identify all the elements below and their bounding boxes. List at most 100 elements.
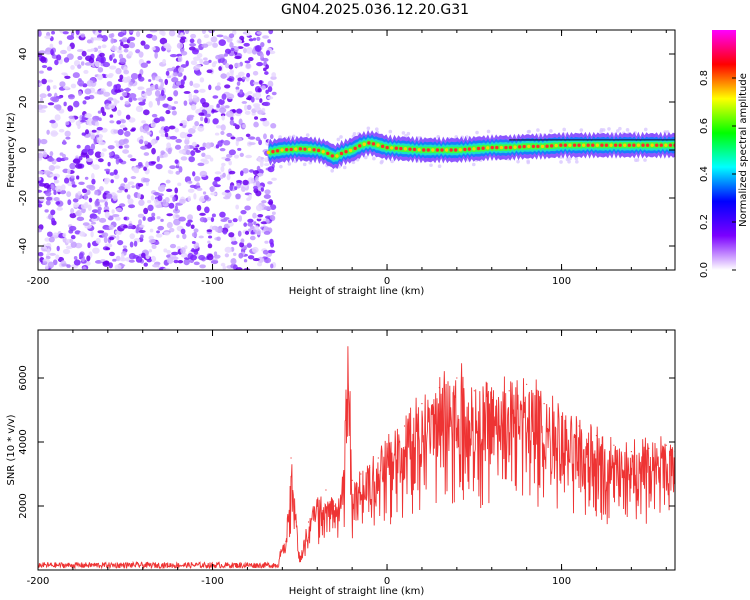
snr-data-point bbox=[107, 564, 109, 566]
bottom-xtick-label: 0 bbox=[384, 576, 390, 587]
signal-core-point bbox=[650, 143, 654, 147]
bottom-ytick-label: 2000 bbox=[18, 493, 29, 518]
chart-title: GN04.2025.036.12.20.G31 bbox=[280, 2, 470, 18]
snr-data-point bbox=[543, 403, 545, 405]
snr-series-line bbox=[38, 346, 675, 570]
signal-core-point bbox=[586, 143, 590, 147]
snr-data-point bbox=[438, 387, 440, 389]
signal-core-point bbox=[568, 143, 572, 147]
top-xtick-label: 100 bbox=[552, 276, 571, 287]
snr-data-point bbox=[316, 499, 318, 501]
signal-core-point bbox=[275, 149, 280, 153]
signal-core-point bbox=[289, 147, 293, 152]
snr-data-point bbox=[526, 383, 528, 385]
snr-data-point bbox=[342, 479, 345, 481]
snr-data-point bbox=[290, 457, 292, 459]
signal-core-point bbox=[609, 143, 613, 147]
signal-core-point bbox=[545, 144, 549, 148]
spectrogram-cells bbox=[38, 30, 675, 270]
signal-core-point bbox=[476, 146, 481, 151]
signal-core-point bbox=[504, 145, 508, 150]
signal-core-point bbox=[604, 143, 609, 147]
bottom-plot-frame bbox=[37, 329, 676, 571]
signal-core-point bbox=[321, 149, 325, 154]
snr-data-point bbox=[142, 564, 144, 566]
signal-core-point bbox=[403, 147, 408, 151]
colorbar-tick-label: 0.4 bbox=[699, 166, 710, 182]
signal-core-point bbox=[577, 143, 581, 147]
snr-data-point bbox=[285, 540, 287, 542]
signal-core-point bbox=[472, 147, 476, 151]
top-ylabel: Frequency (Hz) bbox=[6, 112, 17, 188]
bottom-xtick-label: -200 bbox=[27, 576, 50, 587]
signal-core-point bbox=[348, 148, 353, 153]
signal-core-point bbox=[362, 142, 367, 146]
signal-core-point bbox=[536, 144, 540, 149]
signal-core-point bbox=[371, 142, 376, 146]
signal-core-point bbox=[563, 143, 568, 147]
signal-core-point bbox=[380, 144, 385, 149]
signal-core-point bbox=[453, 148, 458, 152]
signal-core-point bbox=[294, 147, 298, 151]
snr-data-point bbox=[648, 447, 650, 449]
snr-data-point bbox=[630, 451, 632, 453]
signal-core-point bbox=[440, 148, 444, 152]
signal-core-point bbox=[623, 143, 627, 147]
signal-core-point bbox=[540, 144, 545, 149]
snr-data-point bbox=[299, 556, 301, 558]
snr-data-point bbox=[386, 447, 388, 449]
signal-core-point bbox=[339, 151, 344, 156]
colorbar-label: Normalized spectral amplitude bbox=[738, 73, 749, 227]
snr-data-point bbox=[334, 505, 336, 507]
signal-core-point bbox=[641, 143, 645, 147]
top-xtick-label: -100 bbox=[201, 276, 224, 287]
signal-core-point bbox=[600, 143, 604, 147]
signal-core-point bbox=[495, 145, 499, 150]
top-ytick-label: 20 bbox=[18, 96, 29, 109]
signal-core-point bbox=[572, 143, 577, 147]
signal-core-point bbox=[659, 143, 663, 147]
signal-core-point bbox=[627, 143, 632, 147]
signal-core-point bbox=[417, 148, 421, 152]
top-ytick-label: -40 bbox=[18, 238, 29, 254]
signal-core-point bbox=[531, 144, 536, 149]
signal-core-point bbox=[636, 143, 641, 147]
bottom-ytick-label: 6000 bbox=[18, 365, 29, 390]
snr-data-point bbox=[508, 390, 510, 392]
snr-data-point bbox=[177, 564, 179, 566]
snr-data-point bbox=[473, 390, 475, 392]
signal-core-point bbox=[426, 148, 430, 152]
signal-core-point bbox=[307, 147, 312, 152]
signal-core-point bbox=[655, 143, 659, 147]
top-ytick-label: 0 bbox=[18, 147, 29, 153]
signal-core-point bbox=[298, 147, 303, 151]
colorbar-tick-label: 0.2 bbox=[699, 214, 710, 230]
signal-core-point bbox=[549, 144, 554, 148]
signal-core-point bbox=[376, 143, 380, 147]
signal-core-point bbox=[499, 145, 504, 150]
bottom-xtick-label: 100 bbox=[552, 576, 571, 587]
snr-data-point bbox=[578, 425, 580, 427]
top-xtick-label: 0 bbox=[384, 276, 390, 287]
signal-core-point bbox=[449, 148, 453, 152]
signal-core-point bbox=[485, 146, 490, 150]
bottom-ylabel: SNR (10 * v/v) bbox=[6, 414, 17, 485]
signal-core-point bbox=[618, 143, 622, 147]
signal-core-point bbox=[412, 147, 417, 152]
snr-data-point bbox=[595, 435, 598, 437]
signal-core-point bbox=[645, 143, 650, 147]
snr-chart: -200 -100 0 100 2000 4000 6000 Height of straig… bbox=[6, 329, 676, 597]
signal-core-point bbox=[431, 148, 435, 152]
snr-data-point bbox=[377, 457, 379, 459]
signal-core-point bbox=[422, 148, 426, 152]
colorbar-tick-label: 0.6 bbox=[699, 118, 710, 134]
bottom-ytick-label: 4000 bbox=[18, 429, 29, 454]
colorbar-tick-label: 0.0 bbox=[699, 262, 710, 278]
signal-core-point bbox=[335, 154, 339, 158]
snr-data-point bbox=[613, 444, 615, 446]
snr-data-point bbox=[360, 473, 362, 475]
signal-core-point bbox=[668, 143, 673, 147]
signal-core-point bbox=[266, 150, 271, 155]
signal-core-point bbox=[508, 145, 513, 150]
